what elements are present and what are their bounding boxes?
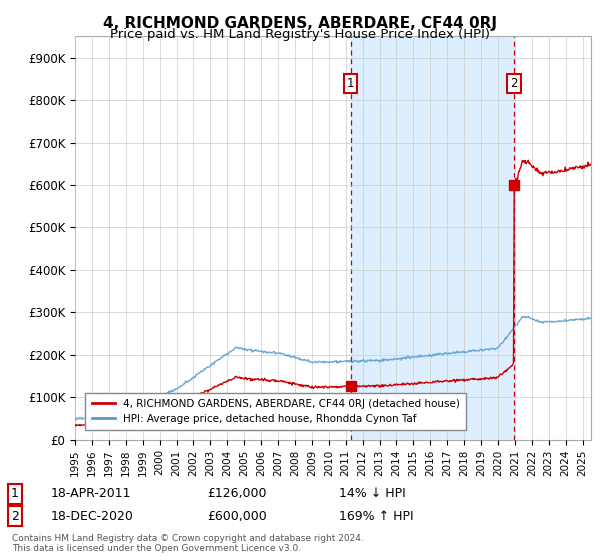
Text: 2: 2 <box>11 510 19 523</box>
Text: 4, RICHMOND GARDENS, ABERDARE, CF44 0RJ: 4, RICHMOND GARDENS, ABERDARE, CF44 0RJ <box>103 16 497 31</box>
Text: 2: 2 <box>511 77 518 90</box>
Legend: 4, RICHMOND GARDENS, ABERDARE, CF44 0RJ (detached house), HPI: Average price, de: 4, RICHMOND GARDENS, ABERDARE, CF44 0RJ … <box>85 393 466 430</box>
Text: 1: 1 <box>347 77 355 90</box>
Bar <box>350 36 514 440</box>
Text: 18-DEC-2020: 18-DEC-2020 <box>51 510 134 523</box>
Text: Price paid vs. HM Land Registry's House Price Index (HPI): Price paid vs. HM Land Registry's House … <box>110 28 490 41</box>
Text: £126,000: £126,000 <box>207 487 266 501</box>
Text: Contains HM Land Registry data © Crown copyright and database right 2024.
This d: Contains HM Land Registry data © Crown c… <box>12 534 364 553</box>
Text: 169% ↑ HPI: 169% ↑ HPI <box>339 510 413 523</box>
Text: 14% ↓ HPI: 14% ↓ HPI <box>339 487 406 501</box>
Text: £600,000: £600,000 <box>207 510 267 523</box>
Text: 18-APR-2011: 18-APR-2011 <box>51 487 131 501</box>
Text: 1: 1 <box>11 487 19 501</box>
